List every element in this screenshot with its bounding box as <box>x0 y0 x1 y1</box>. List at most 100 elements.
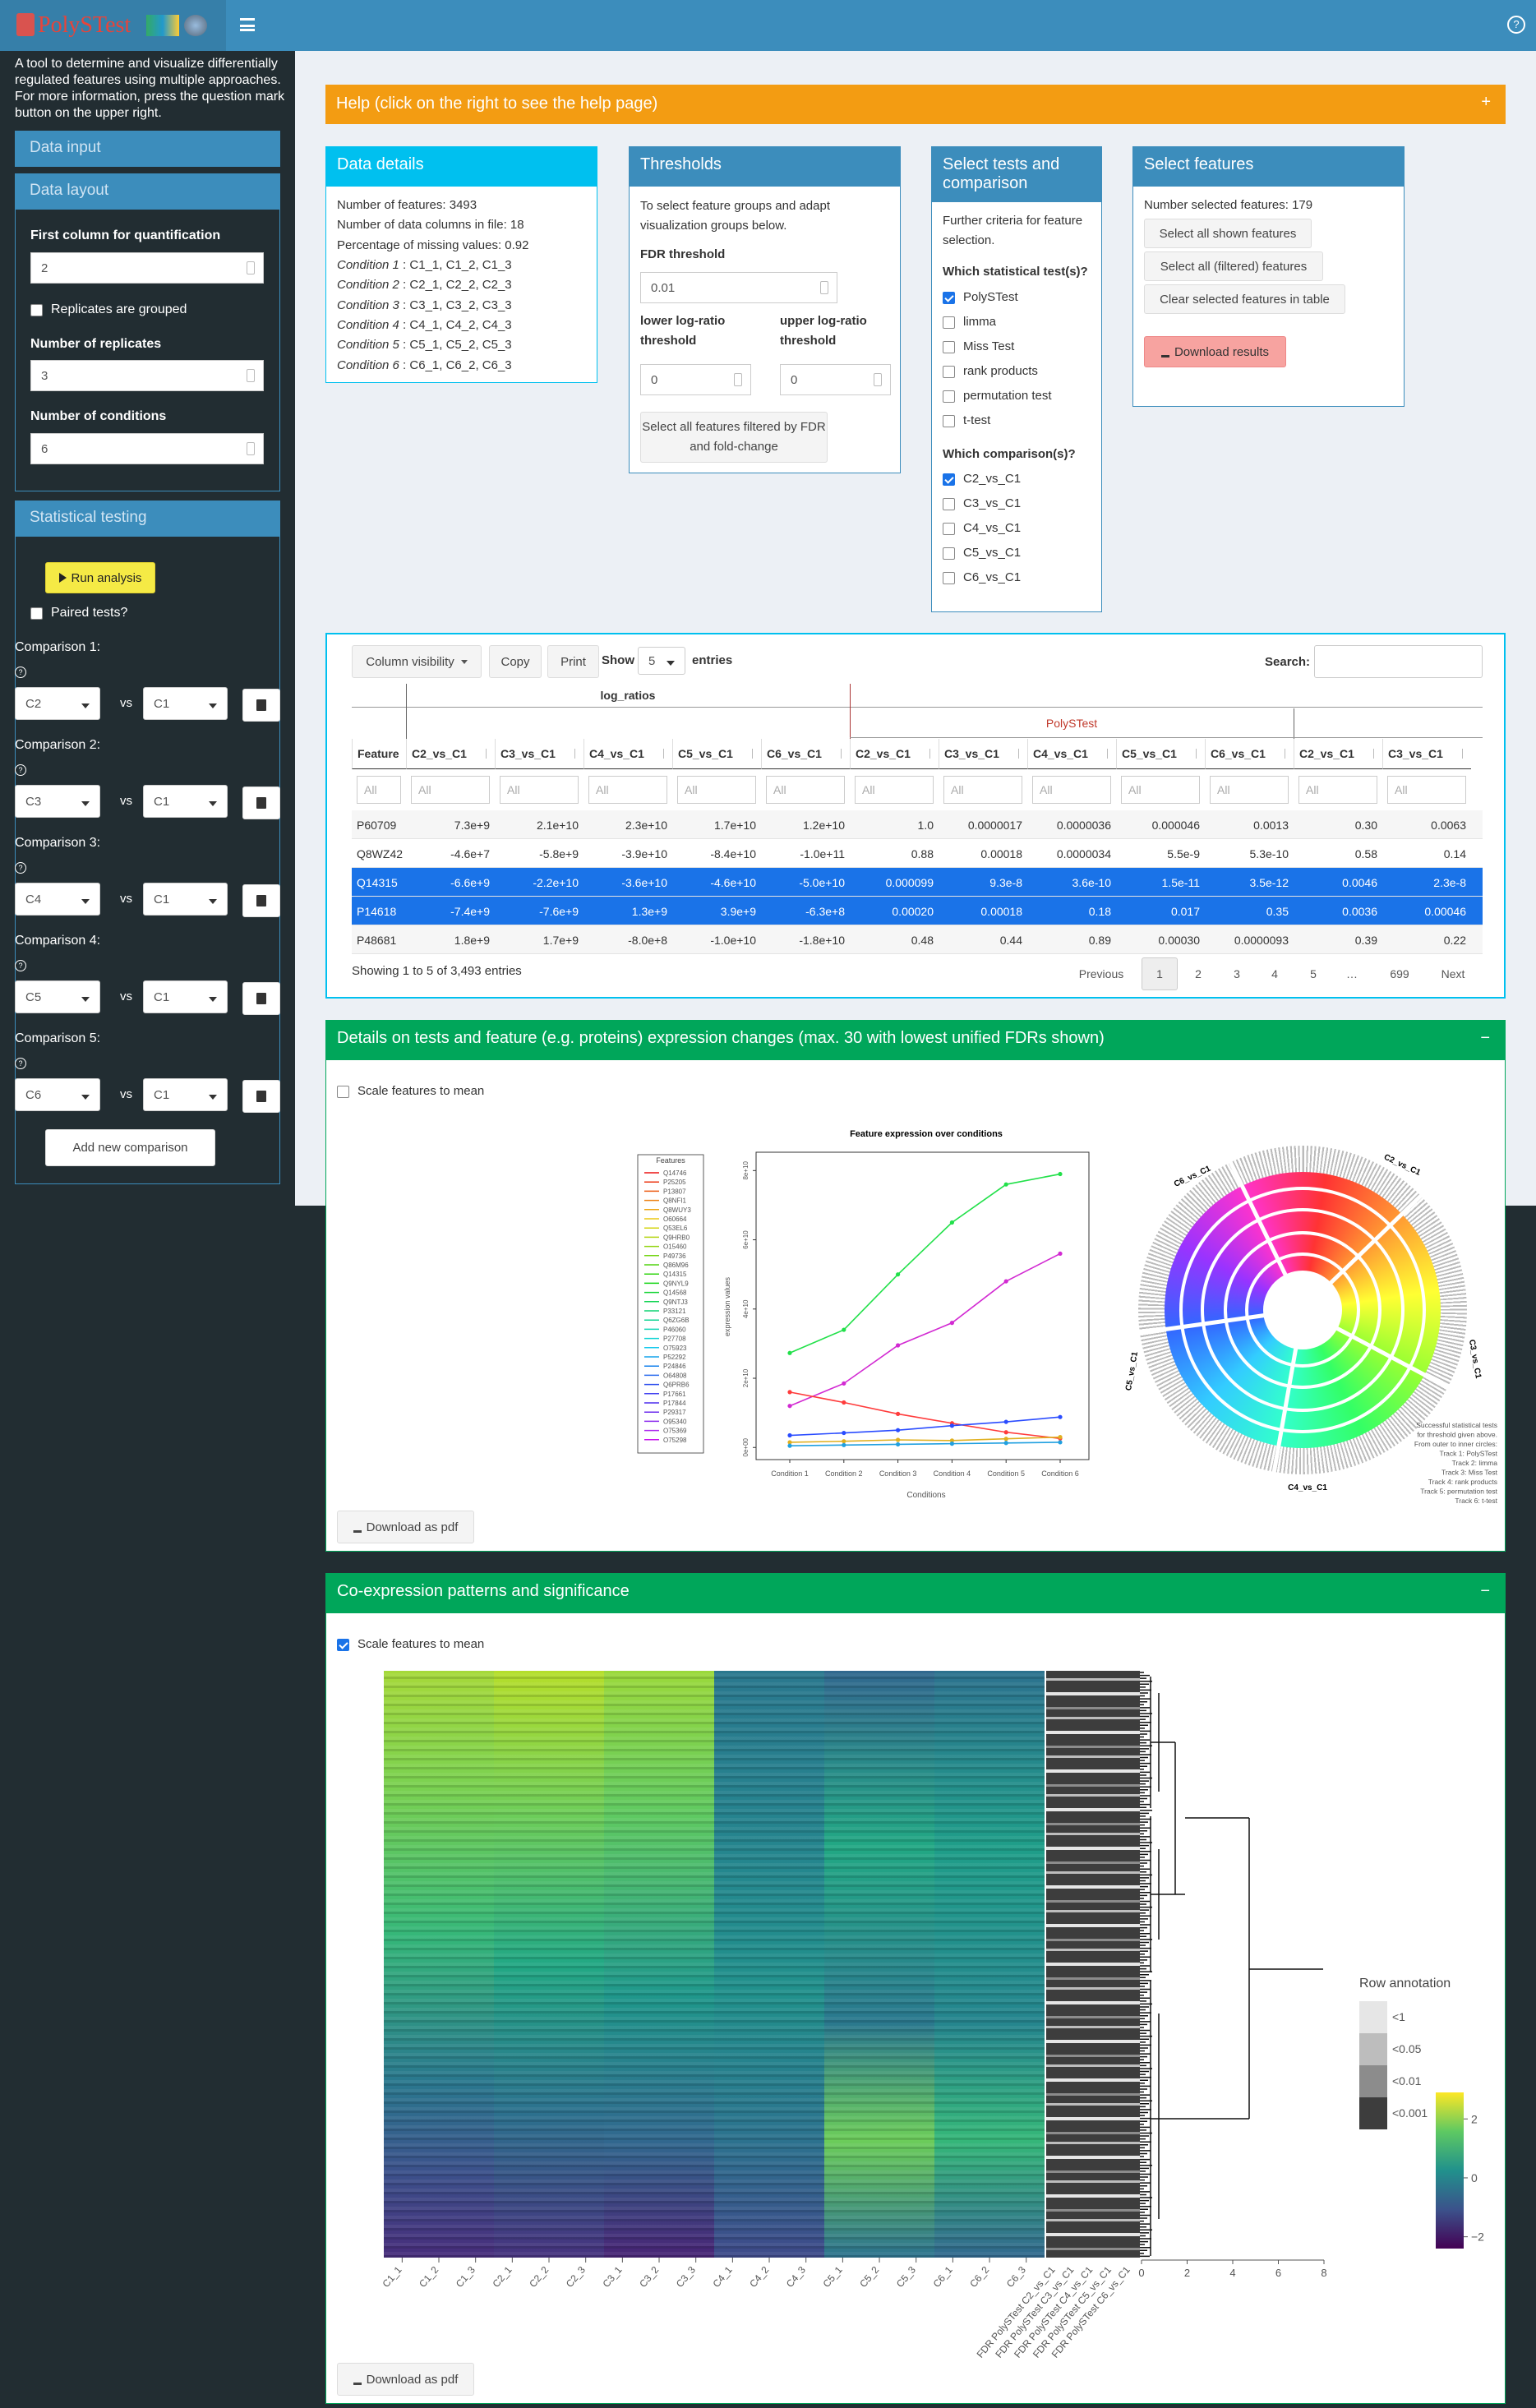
add-comparison[interactable]: Add new comparison <box>45 1129 215 1166</box>
column-filter[interactable]: All <box>1387 776 1466 804</box>
help-button[interactable]: ? <box>1507 16 1525 34</box>
page-link[interactable]: Next <box>1441 967 1465 980</box>
feature-button[interactable]: Clear selected features in table <box>1144 284 1345 314</box>
select[interactable]: C1 <box>143 785 228 818</box>
column-filter[interactable]: All <box>500 776 579 804</box>
feature-button[interactable]: Select all shown features <box>1144 219 1312 248</box>
column-header[interactable]: C3_vs_C1 <box>939 739 1027 769</box>
page-link[interactable]: 699 <box>1390 967 1409 980</box>
filter-button[interactable]: Select all features filtered by FDR and … <box>640 412 828 463</box>
column-header[interactable]: C2_vs_C1 <box>406 739 495 769</box>
checkbox[interactable] <box>943 572 955 584</box>
column-header[interactable]: C5_vs_C1 <box>672 739 761 769</box>
table-row[interactable] <box>352 839 1483 868</box>
select[interactable]: C6 <box>15 1078 100 1111</box>
help-icon[interactable]: ? <box>15 667 26 678</box>
checkbox[interactable] <box>943 547 955 560</box>
select[interactable]: C2 <box>15 687 100 720</box>
column-filter[interactable]: All <box>943 776 1022 804</box>
column-header[interactable]: C4_vs_C1 <box>583 739 672 769</box>
download-button[interactable]: Download as pdf <box>337 1511 474 1543</box>
column-header[interactable]: C4_vs_C1 <box>1027 739 1116 769</box>
menu-toggle[interactable] <box>240 18 255 31</box>
sidebar-section[interactable]: Data input <box>15 131 280 167</box>
column-header[interactable]: C3_vs_C1 <box>1382 739 1471 769</box>
checkbox[interactable] <box>337 1639 349 1651</box>
delete-button[interactable] <box>242 1080 280 1113</box>
feature-button[interactable]: Select all (filtered) features <box>1144 251 1323 281</box>
page-link[interactable]: 2 <box>1195 967 1202 980</box>
column-header[interactable]: C3_vs_C1 <box>495 739 583 769</box>
toggle[interactable]: − <box>1480 1582 1490 1600</box>
checkbox[interactable] <box>943 316 955 329</box>
checkbox[interactable] <box>943 292 955 304</box>
search-input[interactable] <box>1314 645 1483 678</box>
checkbox[interactable] <box>337 1086 349 1098</box>
select[interactable]: C1 <box>143 1078 228 1111</box>
number-input[interactable]: 2 <box>30 252 264 284</box>
select[interactable]: C1 <box>143 687 228 720</box>
page-link[interactable]: 5 <box>1310 967 1317 980</box>
delete-button[interactable] <box>242 689 280 722</box>
column-filter[interactable]: All <box>411 776 490 804</box>
help-bar[interactable]: Help (click on the right to see the help… <box>325 85 1506 124</box>
sidebar-section[interactable]: Data layout <box>15 173 280 210</box>
page-link[interactable]: 3 <box>1234 967 1240 980</box>
number-input[interactable]: 0 <box>640 364 751 395</box>
number-input[interactable]: 3 <box>30 360 264 391</box>
column-header[interactable]: C2_vs_C1 <box>850 739 939 769</box>
number-input[interactable]: 6 <box>30 433 264 464</box>
delete-button[interactable] <box>242 884 280 917</box>
toggle[interactable]: − <box>1480 1029 1490 1047</box>
column-filter[interactable]: All <box>1121 776 1200 804</box>
column-filter[interactable]: All <box>357 776 401 804</box>
help-icon[interactable]: ? <box>15 764 26 776</box>
column-filter[interactable]: All <box>766 776 845 804</box>
column-filter[interactable]: All <box>1032 776 1111 804</box>
select[interactable]: C1 <box>143 883 228 916</box>
column-header[interactable]: C5_vs_C1 <box>1116 739 1205 769</box>
column-filter[interactable]: All <box>1298 776 1377 804</box>
column-filter[interactable]: All <box>1210 776 1289 804</box>
table-row[interactable] <box>352 897 1483 925</box>
select[interactable]: 5 <box>638 647 685 675</box>
checkbox[interactable] <box>30 607 43 620</box>
select[interactable]: C3 <box>15 785 100 818</box>
page-link[interactable]: Previous <box>1078 967 1124 980</box>
table-button[interactable]: Column visibility <box>352 645 482 678</box>
download-button[interactable]: Download results <box>1144 336 1286 367</box>
sidebar-section[interactable]: Statistical testing <box>15 501 280 537</box>
page-link[interactable]: 4 <box>1271 967 1278 980</box>
checkbox[interactable] <box>943 498 955 510</box>
table-button[interactable]: Copy <box>489 645 542 678</box>
page-link[interactable]: … <box>1346 967 1358 980</box>
select[interactable]: C5 <box>15 980 100 1013</box>
select[interactable]: C1 <box>143 980 228 1013</box>
checkbox[interactable] <box>943 366 955 378</box>
checkbox[interactable] <box>943 523 955 535</box>
checkbox[interactable] <box>943 473 955 486</box>
help-icon[interactable]: ? <box>15 960 26 971</box>
table-row[interactable] <box>352 925 1483 954</box>
toggle[interactable]: + <box>1481 93 1491 111</box>
delete-button[interactable] <box>242 787 280 819</box>
help-icon[interactable]: ? <box>15 862 26 874</box>
page-link[interactable]: 1 <box>1142 957 1178 990</box>
run-button[interactable]: Run analysis <box>45 562 155 593</box>
table-row[interactable] <box>352 810 1483 839</box>
checkbox[interactable] <box>943 390 955 403</box>
column-header[interactable]: C2_vs_C1 <box>1294 739 1382 769</box>
select[interactable]: C4 <box>15 883 100 916</box>
column-filter[interactable]: All <box>588 776 667 804</box>
column-filter[interactable]: All <box>855 776 934 804</box>
column-filter[interactable]: All <box>677 776 756 804</box>
number-input[interactable]: 0.01 <box>640 272 837 303</box>
column-header[interactable]: Feature <box>352 739 406 769</box>
column-header[interactable]: C6_vs_C1 <box>761 739 850 769</box>
number-input[interactable]: 0 <box>780 364 891 395</box>
checkbox[interactable] <box>30 304 43 316</box>
checkbox[interactable] <box>943 341 955 353</box>
help-icon[interactable]: ? <box>15 1058 26 1069</box>
checkbox[interactable] <box>943 415 955 427</box>
column-header[interactable]: C6_vs_C1 <box>1205 739 1294 769</box>
